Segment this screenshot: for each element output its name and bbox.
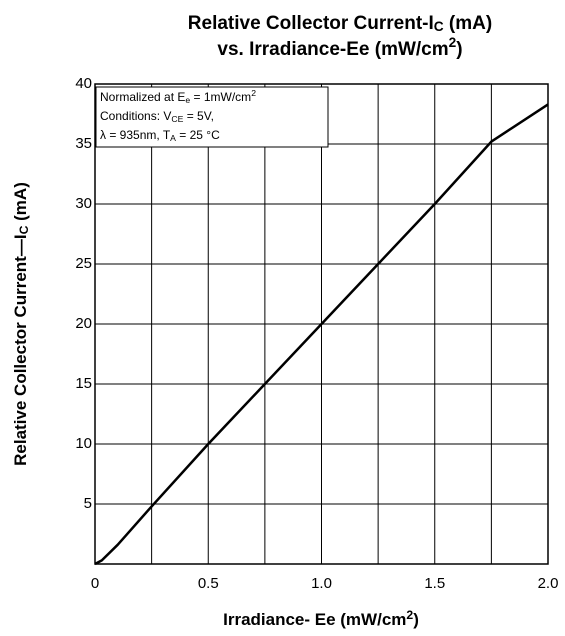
y-tick-label: 20 (75, 315, 92, 332)
annotation-box (95, 86, 329, 148)
annotation-part: e (185, 95, 190, 105)
annotation: Conditions: VCE = 5V, (100, 109, 214, 123)
annotation-part: A (170, 133, 176, 143)
chart-title: vs. Irradiance-Ee (mW/cm2) (217, 35, 462, 60)
plot-frame (94, 83, 549, 565)
y-axis-label-part: Relative Collector Current—I (11, 234, 30, 465)
x-tick-label: 1.0 (311, 575, 332, 592)
chart-title-part: (mA) (444, 13, 493, 34)
x-tick-label: 0.5 (198, 575, 219, 592)
y-tick-label: 15 (75, 375, 92, 392)
annotation: Normalized at Ee = 1mW/cm2 (100, 88, 256, 104)
chart-title-part: C (434, 19, 444, 34)
annotation: λ = 935nm, TA = 25 °C (100, 128, 220, 142)
chart-title-part: 2 (449, 35, 457, 50)
y-tick-label: 30 (75, 195, 92, 212)
y-tick-label: 5 (84, 495, 92, 512)
y-axis-label-part: (mA) (11, 182, 30, 225)
data-line (94, 103, 549, 566)
annotation-part: = 5V, (183, 109, 214, 123)
x-axis-label-part: Irradiance- Ee (mW/cm (223, 610, 406, 629)
y-tick-label: 25 (75, 255, 92, 272)
x-tick-label: 1.5 (424, 575, 445, 592)
annotation-part: = 1mW/cm (190, 90, 251, 104)
y-tick-label: 35 (75, 135, 92, 152)
annotation-part: CE (171, 114, 183, 124)
annotation-part: Conditions: V (100, 109, 171, 123)
chart-title-part: vs. Irradiance-Ee (mW/cm (217, 39, 448, 60)
annotation-part: 2 (251, 88, 256, 98)
y-axis-label: Relative Collector Current—IC (mA) (11, 182, 31, 466)
y-axis-label-part: C (17, 225, 31, 234)
chart-title-part: ) (456, 39, 462, 60)
y-tick-label: 40 (75, 75, 92, 92)
y-tick-label: 10 (75, 435, 92, 452)
x-axis-label-part: ) (413, 610, 419, 629)
annotation-part: Normalized at E (100, 90, 185, 104)
x-tick-label: 2.0 (538, 575, 559, 592)
x-tick-label: 0 (91, 575, 99, 592)
x-axis-label: Irradiance- Ee (mW/cm2) (223, 608, 419, 630)
annotation-part: = 25 °C (176, 128, 220, 142)
chart-title-part: Relative Collector Current-I (188, 13, 434, 34)
chart-title: Relative Collector Current-IC (mA) (188, 13, 492, 34)
x-axis-label-part: 2 (406, 608, 413, 622)
annotation-part: λ = 935nm, T (100, 128, 171, 142)
